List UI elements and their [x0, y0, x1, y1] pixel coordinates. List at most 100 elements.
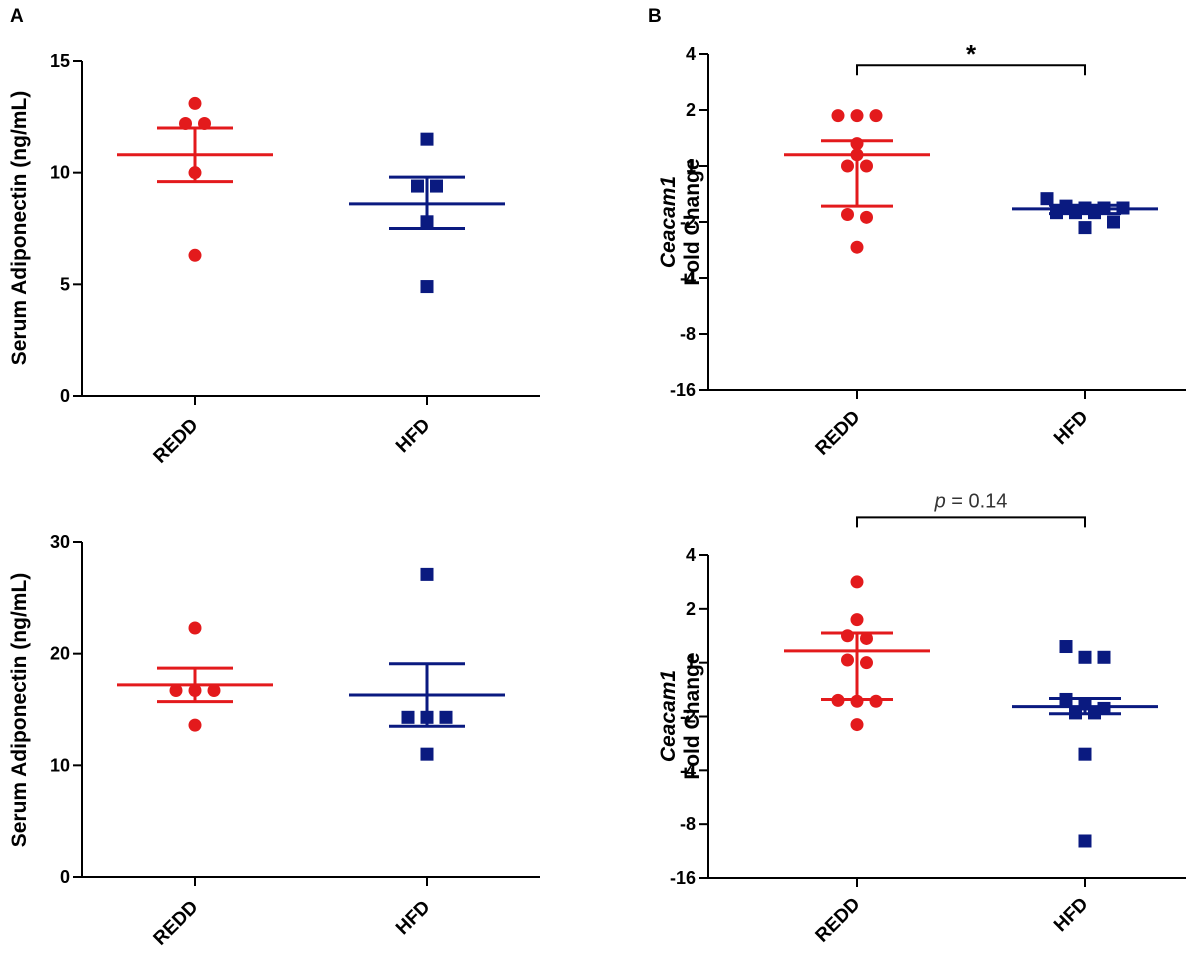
x-tick-label-hfd: HFD — [1050, 894, 1092, 936]
data-point — [430, 179, 443, 193]
data-point — [188, 248, 202, 262]
data-point — [188, 718, 202, 732]
x-tick-label-redd: REDD — [150, 897, 203, 950]
data-point — [850, 137, 864, 151]
data-point — [1059, 640, 1073, 654]
significance-bracket — [856, 64, 1086, 76]
y-axis-label-gene: Ceacam1 — [657, 176, 680, 268]
data-point — [831, 109, 845, 123]
significance-bracket — [856, 516, 1086, 528]
data-point — [420, 280, 434, 294]
data-point — [850, 109, 864, 123]
data-point — [420, 567, 434, 581]
series-redd — [784, 109, 930, 254]
y-tick-label: 0 — [60, 867, 70, 887]
y-tick-label: 1 — [686, 653, 696, 673]
y-tick-label: 20 — [50, 644, 70, 664]
data-point — [1078, 747, 1092, 761]
y-tick-label: 5 — [60, 274, 70, 294]
data-point — [169, 684, 183, 698]
y-axis-label: Serum Adiponectin (ng/mL) — [8, 91, 31, 366]
series-hfd — [349, 132, 505, 294]
series-redd — [117, 621, 273, 732]
data-point — [1116, 201, 1130, 215]
x-tick-label-redd: REDD — [812, 407, 865, 460]
data-point — [1059, 692, 1073, 706]
data-point — [850, 694, 864, 708]
y-tick-label: 4 — [686, 545, 696, 565]
y-tick-label: -16 — [670, 380, 696, 400]
p-value: = 0.14 — [946, 490, 1008, 512]
series-redd — [784, 575, 930, 732]
y-tick-label: 10 — [50, 755, 70, 775]
series-redd — [117, 96, 273, 262]
panel-label-b: B — [648, 6, 662, 27]
data-point — [188, 684, 202, 698]
data-point — [207, 684, 221, 698]
y-axis-label-gene: Ceacam1 — [657, 670, 680, 762]
y-tick-label: 0 — [60, 386, 70, 406]
y-tick-label: -16 — [670, 868, 696, 888]
data-point — [869, 694, 883, 708]
y-axis-label: Serum Adiponectin (ng/mL) — [8, 573, 31, 848]
data-point — [188, 166, 202, 180]
chart-top-right: 4 2 1 -2 -4 -8 -16 REDD HFD Ceacam1 Fold Change * — [657, 39, 1186, 460]
data-point — [850, 148, 864, 162]
data-point — [860, 631, 873, 645]
data-point — [411, 179, 424, 193]
data-point — [1069, 706, 1082, 720]
data-point — [850, 240, 864, 254]
y-axis-label: Fold Change — [681, 652, 704, 779]
series-hfd — [1012, 640, 1158, 848]
data-point — [860, 159, 873, 173]
data-point — [850, 718, 864, 732]
data-point — [1078, 221, 1092, 235]
x-tick-label-hfd: HFD — [1050, 407, 1092, 449]
chart-top-left: 0 5 10 15 REDD HFD Serum Adiponectin (ng/mL) — [8, 51, 540, 468]
data-point — [1050, 206, 1063, 220]
x-tick-label-hfd: HFD — [392, 897, 434, 939]
data-point — [850, 613, 864, 627]
y-tick-label: -4 — [680, 268, 696, 288]
p-symbol: p — [934, 490, 946, 512]
data-point — [420, 132, 434, 146]
y-tick-label: 2 — [686, 599, 696, 619]
data-point — [439, 710, 453, 724]
y-tick-label: -8 — [680, 324, 696, 344]
y-tick-label: 15 — [50, 51, 70, 71]
x-tick-label-hfd: HFD — [392, 415, 434, 457]
data-point — [1088, 706, 1101, 720]
data-point — [841, 653, 854, 667]
data-point — [179, 117, 192, 131]
data-point — [198, 117, 211, 131]
y-tick-label: -8 — [680, 814, 696, 834]
data-point — [1069, 206, 1082, 220]
data-point — [420, 215, 434, 229]
y-axis-label: Fold Change — [681, 158, 704, 285]
series-hfd — [1012, 192, 1158, 235]
data-point — [1107, 215, 1120, 229]
data-point — [850, 575, 864, 589]
data-point — [420, 747, 434, 761]
data-point — [188, 96, 202, 110]
data-point — [1078, 834, 1092, 848]
data-point — [860, 656, 873, 670]
data-point — [860, 210, 873, 224]
data-point — [401, 710, 415, 724]
data-point — [869, 109, 883, 123]
y-tick-label: 1 — [686, 156, 696, 176]
y-tick-label: -2 — [680, 212, 696, 232]
data-point — [1078, 650, 1092, 664]
data-point — [1097, 650, 1111, 664]
data-point — [831, 693, 845, 707]
y-tick-label: -2 — [680, 707, 696, 727]
x-tick-label-redd: REDD — [150, 415, 203, 468]
significance-label: p = 0.14 — [934, 490, 1008, 512]
y-tick-label: 30 — [50, 532, 70, 552]
y-tick-label: 2 — [686, 100, 696, 120]
x-tick-label-redd: REDD — [812, 894, 865, 947]
data-point — [1088, 206, 1101, 220]
chart-bottom-left: 0 10 20 30 REDD HFD Serum Adiponectin (ng/mL) — [8, 532, 540, 950]
data-point — [841, 159, 854, 173]
